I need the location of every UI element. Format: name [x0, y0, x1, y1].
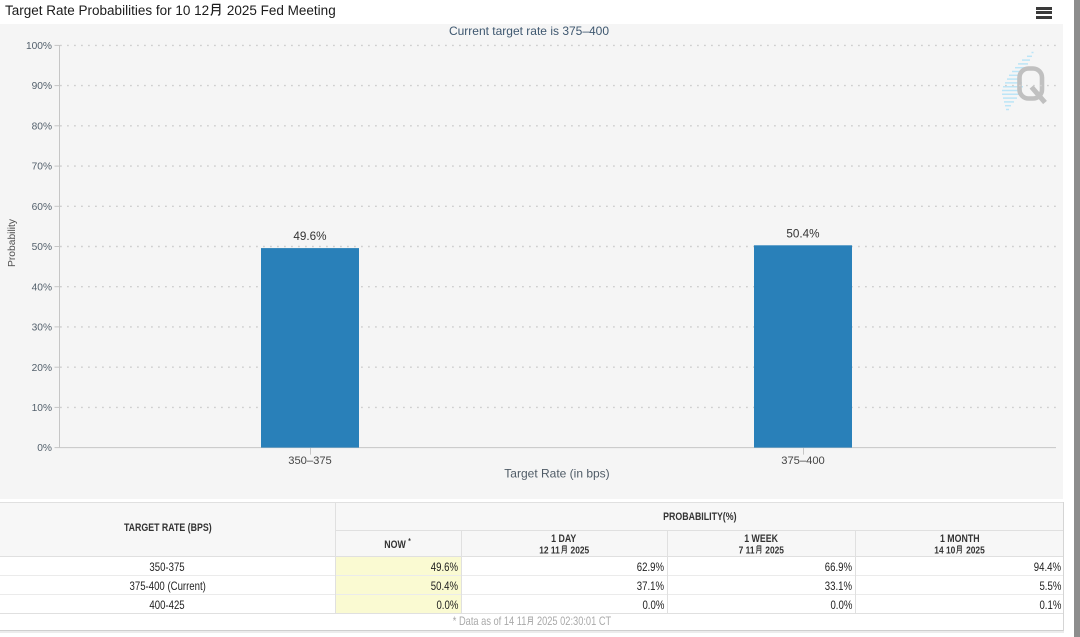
svg-text:90%: 90%: [32, 81, 52, 92]
svg-text:49.6%: 49.6%: [293, 230, 326, 243]
svg-text:Probability: Probability: [7, 218, 18, 267]
svg-text:100%: 100%: [26, 41, 52, 52]
svg-text:60%: 60%: [32, 202, 52, 213]
svg-text:70%: 70%: [32, 162, 52, 173]
svg-text:20%: 20%: [32, 363, 52, 374]
svg-text:0%: 0%: [37, 443, 52, 454]
svg-text:30%: 30%: [32, 323, 52, 334]
svg-text:50%: 50%: [32, 242, 52, 253]
svg-text:50.4%: 50.4%: [786, 227, 819, 240]
svg-text:350–375: 350–375: [288, 455, 332, 467]
svg-text:40%: 40%: [32, 282, 52, 293]
svg-text:Current target rate is 375–400: Current target rate is 375–400: [449, 24, 609, 38]
svg-text:10%: 10%: [32, 403, 52, 414]
svg-text:Target Rate (in bps): Target Rate (in bps): [504, 467, 609, 481]
svg-text:80%: 80%: [32, 121, 52, 132]
svg-text:375–400: 375–400: [781, 455, 825, 467]
